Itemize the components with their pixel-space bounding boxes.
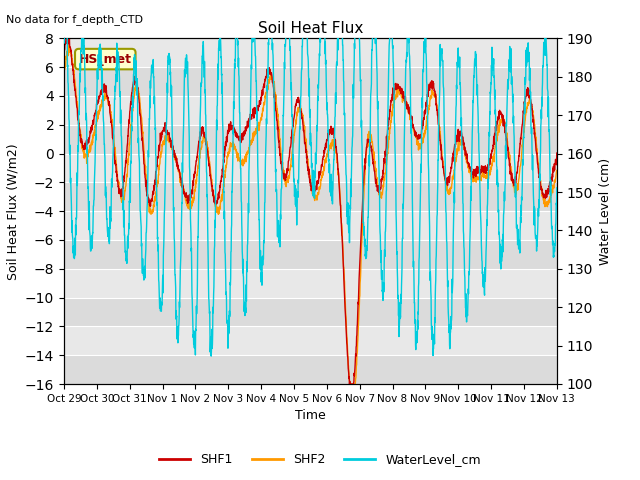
Bar [64,182,557,211]
WaterLevel_cm [287,87,295,93]
SHF2 [86,146,93,152]
SHF2 [539,193,547,199]
Line: WaterLevel_cm: WaterLevel_cm [64,31,557,356]
SHF1 [63,36,71,41]
WaterLevel_cm [86,210,93,216]
Bar [64,67,557,96]
Text: HS_met: HS_met [79,53,132,66]
Line: SHF2: SHF2 [64,45,557,384]
Text: No data for f_depth_CTD: No data for f_depth_CTD [6,14,143,25]
Title: Soil Heat Flux: Soil Heat Flux [258,21,363,36]
SHF2 [553,168,561,173]
Y-axis label: Soil Heat Flux (W/m2): Soil Heat Flux (W/m2) [6,143,19,279]
Bar [64,298,557,326]
SHF2 [300,121,308,127]
Y-axis label: Water Level (cm): Water Level (cm) [598,157,612,265]
WaterLevel_cm [207,353,215,359]
X-axis label: Time: Time [295,409,326,422]
Bar [64,125,557,154]
WaterLevel_cm [539,63,547,69]
WaterLevel_cm [553,185,561,191]
WaterLevel_cm [300,28,308,34]
WaterLevel_cm [61,28,69,34]
WaterLevel_cm [449,283,456,288]
SHF1 [539,192,547,198]
SHF2 [449,174,456,180]
Bar [64,240,557,269]
SHF1 [86,136,93,142]
SHF1 [539,190,547,196]
WaterLevel_cm [60,29,68,35]
SHF1 [553,150,561,156]
SHF1 [287,142,294,148]
Line: SHF1: SHF1 [64,38,557,384]
SHF1 [449,155,456,160]
SHF1 [346,381,353,387]
SHF2 [287,164,294,170]
SHF2 [65,42,73,48]
WaterLevel_cm [539,64,547,70]
Legend: SHF1, SHF2, WaterLevel_cm: SHF1, SHF2, WaterLevel_cm [154,448,486,471]
SHF1 [300,127,308,133]
SHF2 [346,381,354,387]
Bar [64,355,557,384]
SHF2 [60,73,68,79]
SHF1 [60,50,68,56]
SHF2 [539,192,547,198]
